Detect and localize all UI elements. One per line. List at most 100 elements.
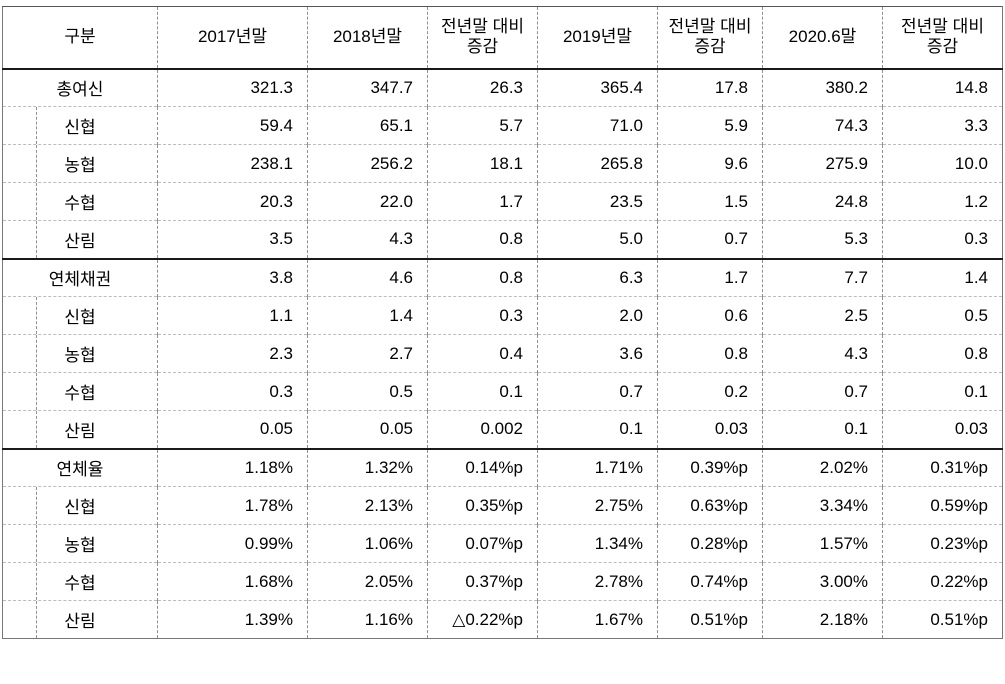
cell-value: 71.0 [537, 106, 658, 145]
indent-divider [36, 145, 37, 182]
cell-value: 0.37%p [427, 562, 538, 601]
indent-divider [36, 107, 37, 144]
cell-value: 238.1 [157, 144, 308, 183]
cell-value: 0.5 [882, 296, 1003, 335]
cell-value: 380.2 [762, 67, 883, 107]
cell-value: 3.3 [882, 106, 1003, 145]
indent-divider [36, 183, 37, 220]
cell-value: 1.18% [157, 447, 308, 487]
indent-divider [36, 221, 37, 258]
row-label-text: 산림 [64, 612, 96, 631]
cell-value: 2.78% [537, 562, 658, 601]
cell-value: 3.8 [157, 257, 308, 297]
cell-value: 23.5 [537, 182, 658, 221]
cell-value: 59.4 [157, 106, 308, 145]
row-label-sub: 산림 [2, 600, 158, 639]
cell-value: 0.14%p [427, 447, 538, 487]
table-row: 신협 59.4 65.1 5.7 71.0 5.9 74.3 3.3 [2, 106, 1003, 145]
row-label-sub: 신협 [2, 106, 158, 145]
cell-value: 4.3 [307, 220, 428, 259]
row-label-group: 연체채권 [2, 257, 158, 297]
cell-value: 2.75% [537, 486, 658, 525]
cell-value: 2.05% [307, 562, 428, 601]
cell-value: 0.74%p [657, 562, 763, 601]
cell-value: 1.68% [157, 562, 308, 601]
cell-value: 256.2 [307, 144, 428, 183]
cell-value: 0.31%p [882, 447, 1003, 487]
indent-divider [36, 297, 37, 334]
indent-divider [36, 373, 37, 410]
cell-value: 0.39%p [657, 447, 763, 487]
cell-value: 0.63%p [657, 486, 763, 525]
cell-value: 2.7 [307, 334, 428, 373]
cell-value: 0.03 [882, 410, 1003, 449]
row-label-text: 산림 [64, 421, 96, 441]
cell-value: 1.16% [307, 600, 428, 639]
cell-value: 2.3 [157, 334, 308, 373]
table-row: 수협 1.68% 2.05% 0.37%p 2.78% 0.74%p 3.00% 0.22%p [2, 562, 1003, 601]
cell-value: 0.3 [157, 372, 308, 411]
cell-value: 1.67% [537, 600, 658, 639]
cell-value: 3.6 [537, 334, 658, 373]
row-label-text: 총여신 [56, 80, 104, 100]
cell-value: 0.3 [427, 296, 538, 335]
cell-value: △0.22%p [427, 600, 538, 639]
cell-value: 347.7 [307, 67, 428, 107]
cell-value: 0.1 [427, 372, 538, 411]
cell-value: 0.1 [762, 410, 883, 449]
cell-value: 0.05 [157, 410, 308, 449]
col-header: 전년말 대비 증감 [657, 6, 763, 70]
cell-value: 2.18% [762, 600, 883, 639]
cell-value: 24.8 [762, 182, 883, 221]
row-label-sub: 신협 [2, 296, 158, 335]
cell-value: 321.3 [157, 67, 308, 107]
col-header: 2017년말 [157, 6, 308, 70]
table-body: 총여신 321.3 347.7 26.3 365.4 17.8 380.2 14.8 신협 59.… [2, 67, 1003, 639]
cell-value: 3.5 [157, 220, 308, 259]
cell-value: 0.5 [307, 372, 428, 411]
row-label-text: 신협 [64, 118, 96, 137]
cell-value: 10.0 [882, 144, 1003, 183]
cell-value: 1.7 [427, 182, 538, 221]
cell-value: 0.23%p [882, 524, 1003, 563]
cell-value: 0.1 [882, 372, 1003, 411]
cell-value: 2.5 [762, 296, 883, 335]
cell-value: 5.3 [762, 220, 883, 259]
cell-value: 1.2 [882, 182, 1003, 221]
header-row: 구분 2017년말 2018년말 전년말 대비 증감 2019년말 전년말 대비… [2, 6, 1003, 70]
row-label-text: 농협 [64, 346, 96, 365]
cell-value: 1.34% [537, 524, 658, 563]
cell-value: 0.35%p [427, 486, 538, 525]
row-label-text: 수협 [64, 194, 96, 213]
cell-value: 1.7 [657, 257, 763, 297]
cell-value: 0.03 [657, 410, 763, 449]
cell-value: 0.8 [427, 257, 538, 297]
col-header: 2018년말 [307, 6, 428, 70]
cell-value: 0.59%p [882, 486, 1003, 525]
cell-value: 1.1 [157, 296, 308, 335]
indent-divider [36, 335, 37, 372]
cell-value: 0.22%p [882, 562, 1003, 601]
cell-value: 2.0 [537, 296, 658, 335]
row-label-sub: 농협 [2, 524, 158, 563]
row-label-group: 총여신 [2, 67, 158, 107]
row-label-text: 신협 [64, 308, 96, 327]
cell-value: 0.28%p [657, 524, 763, 563]
indent-divider [36, 525, 37, 562]
row-label-text: 수협 [64, 574, 96, 593]
cell-value: 9.6 [657, 144, 763, 183]
row-label-group: 연체율 [2, 447, 158, 487]
cell-value: 0.6 [657, 296, 763, 335]
col-header: 2019년말 [537, 6, 658, 70]
data-table: 구분 2017년말 2018년말 전년말 대비 증감 2019년말 전년말 대비… [2, 6, 1003, 639]
row-label-sub: 수협 [2, 562, 158, 601]
page: 구분 2017년말 2018년말 전년말 대비 증감 2019년말 전년말 대비… [2, 6, 1003, 639]
cell-value: 1.32% [307, 447, 428, 487]
cell-value: 3.00% [762, 562, 883, 601]
cell-value: 1.57% [762, 524, 883, 563]
indent-divider [36, 411, 37, 448]
row-label-sub: 신협 [2, 486, 158, 525]
cell-value: 0.7 [537, 372, 658, 411]
cell-value: 18.1 [427, 144, 538, 183]
cell-value: 26.3 [427, 67, 538, 107]
